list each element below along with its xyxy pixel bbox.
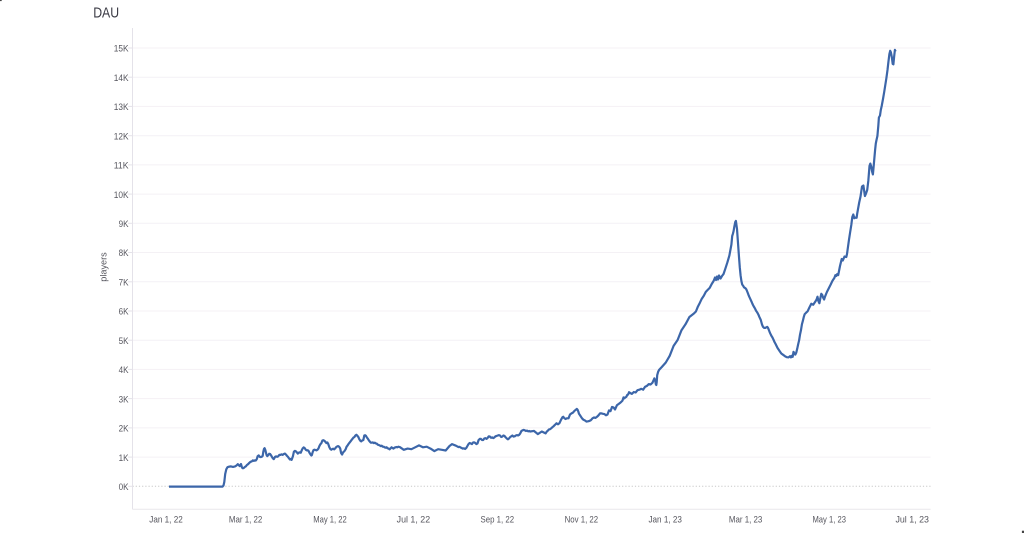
svg-text:8K: 8K (119, 248, 129, 259)
svg-text:Mar 1, 23: Mar 1, 23 (729, 514, 763, 525)
svg-text:3K: 3K (119, 394, 129, 405)
svg-text:May 1, 22: May 1, 22 (313, 514, 347, 525)
svg-text:6K: 6K (119, 307, 129, 318)
svg-text:players: players (99, 252, 110, 282)
svg-text:Nov 1, 22: Nov 1, 22 (565, 514, 599, 525)
svg-text:0K: 0K (119, 482, 129, 493)
svg-text:12K: 12K (114, 131, 129, 142)
svg-text:May 1, 23: May 1, 23 (812, 514, 846, 525)
svg-text:10K: 10K (114, 190, 129, 201)
svg-text:13K: 13K (114, 102, 129, 113)
svg-text:Jul 1, 23: Jul 1, 23 (895, 514, 929, 525)
svg-text:9K: 9K (119, 219, 129, 230)
svg-text:Sep 1, 22: Sep 1, 22 (481, 514, 515, 525)
svg-text:1K: 1K (119, 453, 129, 464)
svg-text:15K: 15K (114, 44, 129, 55)
svg-text:Mar 1, 22: Mar 1, 22 (229, 514, 263, 525)
svg-text:11K: 11K (114, 161, 129, 172)
svg-text:DAU: DAU (93, 5, 119, 21)
svg-text:5K: 5K (119, 336, 129, 347)
svg-text:2K: 2K (119, 424, 129, 435)
svg-text:4K: 4K (119, 365, 129, 376)
svg-text:Jan 1, 22: Jan 1, 22 (149, 514, 183, 525)
svg-text:Jul 1, 22: Jul 1, 22 (397, 514, 431, 525)
svg-text:14K: 14K (114, 73, 129, 84)
svg-text:Jan 1, 23: Jan 1, 23 (648, 514, 682, 525)
svg-text:7K: 7K (119, 278, 129, 289)
